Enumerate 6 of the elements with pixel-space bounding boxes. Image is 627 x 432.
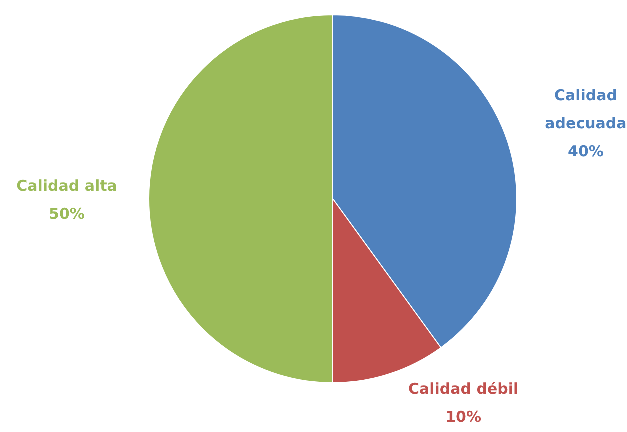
- data-label: 40%: [568, 142, 604, 160]
- slice-label: Calidad adecuada: [545, 86, 627, 132]
- slice-label: Calidad débil: [408, 380, 519, 398]
- data-label: 50%: [49, 205, 85, 223]
- slice-label: Calidad alta: [16, 177, 118, 195]
- data-label: 10%: [446, 408, 482, 426]
